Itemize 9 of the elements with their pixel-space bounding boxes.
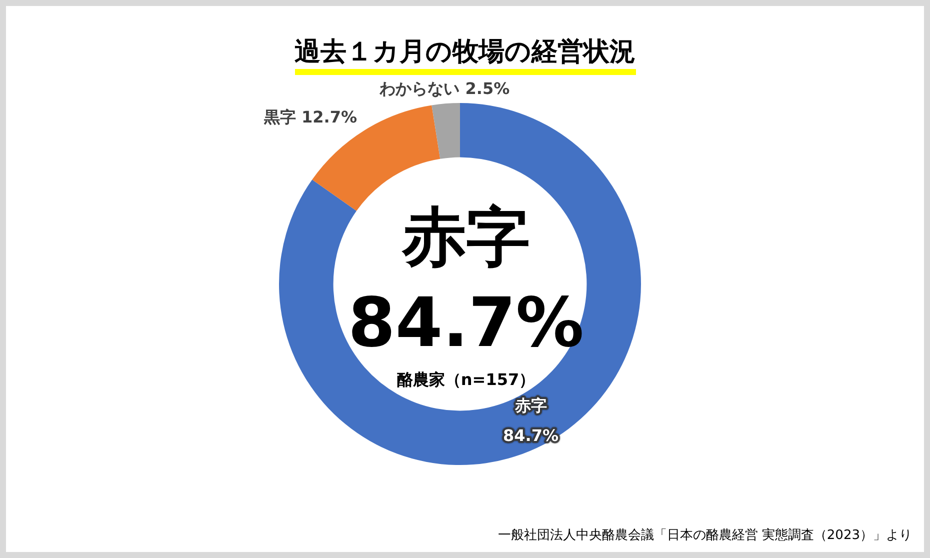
slice-label: わからない 2.5%	[378, 78, 510, 98]
chart-title: 過去１カ月の牧場の経営状況	[294, 37, 636, 75]
slice-label: 黒字 12.7%	[262, 108, 357, 127]
text: 84.7%	[347, 283, 585, 365]
text: 酪農家（n=157）	[396, 369, 536, 391]
slice-label: 赤字	[514, 396, 547, 415]
text: 一般社団法人中央酪農会議「日本の酪農経営 実態調査（2023）」より	[498, 527, 912, 544]
text: 赤字	[400, 200, 531, 277]
data-label: 84.7%	[503, 426, 559, 445]
